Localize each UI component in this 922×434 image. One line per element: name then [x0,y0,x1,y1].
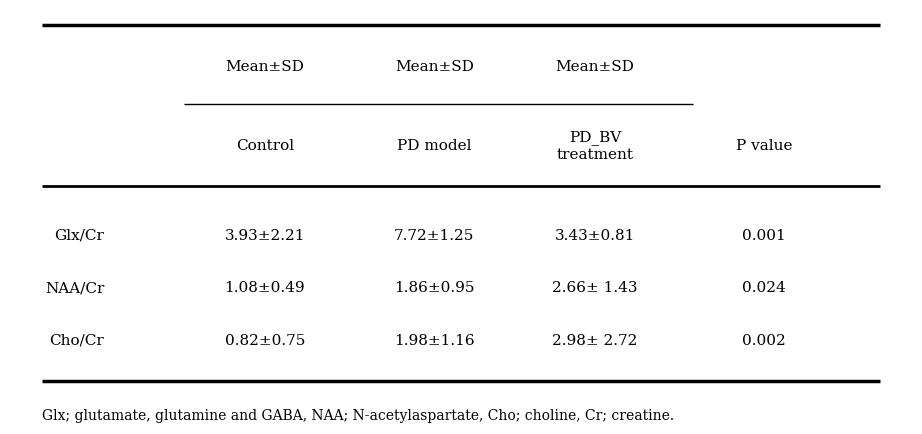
Text: Control: Control [236,139,294,153]
Text: Mean±SD: Mean±SD [225,60,304,74]
Text: Mean±SD: Mean±SD [555,60,634,74]
Text: 2.66± 1.43: 2.66± 1.43 [552,281,637,295]
Text: PD_BV
treatment: PD_BV treatment [556,130,633,161]
Text: 3.43±0.81: 3.43±0.81 [555,228,635,243]
Text: Glx; glutamate, glutamine and GABA, NAA; N-acetylaspartate, Cho; choline, Cr; cr: Glx; glutamate, glutamine and GABA, NAA;… [41,408,674,422]
Text: PD model: PD model [397,139,471,153]
Text: 0.82±0.75: 0.82±0.75 [225,333,305,347]
Text: 2.98± 2.72: 2.98± 2.72 [552,333,637,347]
Text: P value: P value [736,139,793,153]
Text: 1.08±0.49: 1.08±0.49 [224,281,305,295]
Text: 0.024: 0.024 [742,281,786,295]
Text: 0.002: 0.002 [742,333,786,347]
Text: 1.98±1.16: 1.98±1.16 [394,333,475,347]
Text: 3.93±2.21: 3.93±2.21 [225,228,305,243]
Text: 7.72±1.25: 7.72±1.25 [394,228,475,243]
Text: NAA/Cr: NAA/Cr [45,281,104,295]
Text: 1.86±0.95: 1.86±0.95 [394,281,475,295]
Text: Mean±SD: Mean±SD [395,60,474,74]
Text: 0.001: 0.001 [742,228,786,243]
Text: Cho/Cr: Cho/Cr [50,333,104,347]
Text: Glx/Cr: Glx/Cr [54,228,104,243]
